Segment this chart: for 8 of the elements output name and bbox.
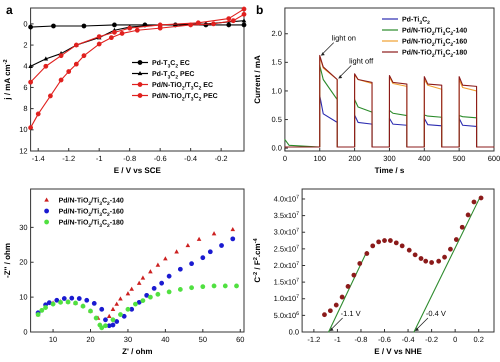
x-axis-title: Time / s (374, 166, 405, 175)
y-axis-title: -Z'' / ohm (3, 243, 12, 278)
x-axis-title: Z' / ohm (122, 347, 152, 356)
chart-title: a (6, 3, 13, 17)
x-axis-title: E / V vs SCE (114, 166, 162, 175)
y-axis-title: Current / mA (253, 55, 262, 104)
chart-title: b (256, 3, 264, 17)
x-axis-title: E / V vs NHE (374, 347, 422, 356)
